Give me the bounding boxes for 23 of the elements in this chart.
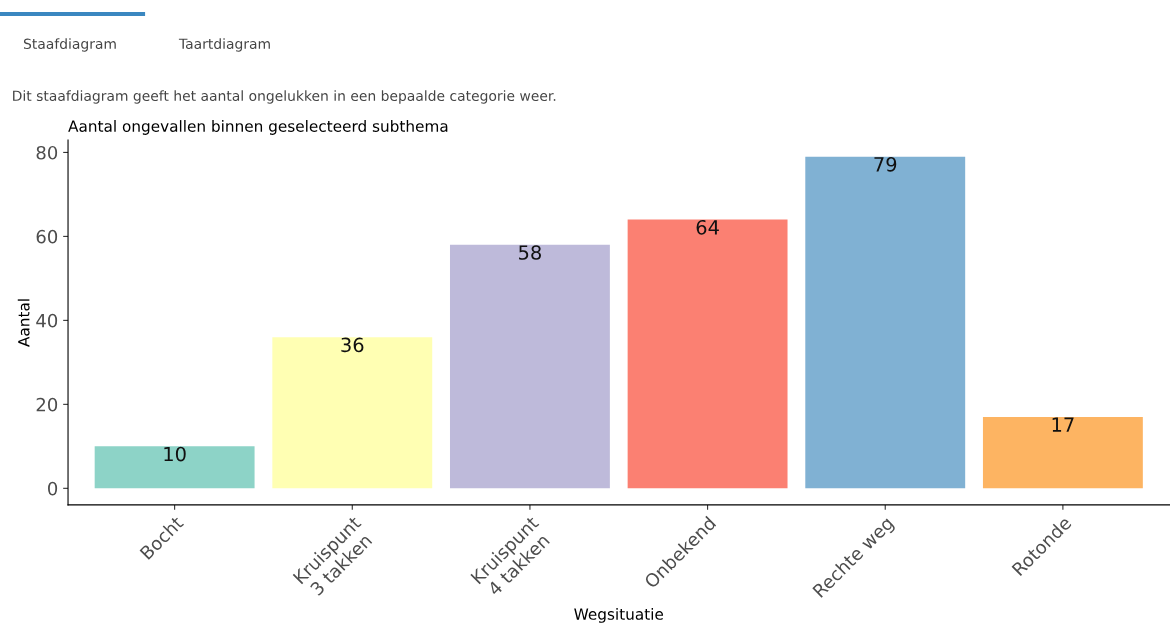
bar — [982, 416, 1143, 489]
text: Taartdiagram — [178, 38, 270, 52]
text: Staafdiagram — [23, 38, 116, 52]
data-label: 79 — [874, 156, 897, 172]
data-label: 58 — [519, 245, 541, 260]
chart-title: Aantal ongevallen binnen geselecteerd subthema — [68, 120, 448, 135]
bar — [805, 156, 966, 489]
data-label: 64 — [696, 219, 719, 235]
y-axis-title: Aantal — [17, 299, 30, 347]
y-tick-label: 0 — [48, 481, 58, 496]
y-tick-label: 80 — [36, 145, 58, 160]
data-label: 36 — [341, 337, 364, 353]
bar — [94, 446, 255, 489]
x-axis-title: Wegsituatie — [574, 608, 664, 623]
data-label: 17 — [1052, 417, 1074, 432]
y-tick-label: 60 — [36, 229, 58, 244]
data-label: 10 — [164, 446, 186, 462]
chart-subtitle: Dit staafdiagram geeft het aantal ongelukken in een bepaalde categorie weer. — [13, 90, 556, 104]
bar — [449, 244, 610, 489]
y-tick-label: 40 — [36, 313, 58, 328]
bar — [272, 337, 433, 489]
y-tick-label: 20 — [36, 397, 58, 412]
bar — [627, 219, 788, 489]
